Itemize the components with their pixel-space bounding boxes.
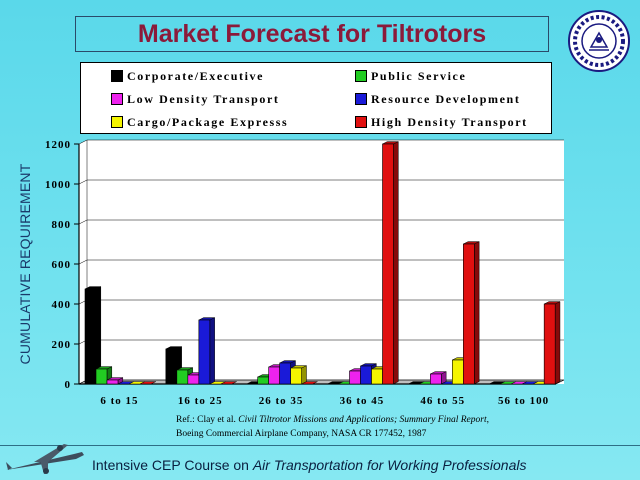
gridline-depth <box>78 219 88 225</box>
reference-suffix: , <box>486 415 489 425</box>
y-tick-label: 800 <box>52 219 72 231</box>
y-tick-label: 0 <box>65 379 72 391</box>
y-tick-label: 400 <box>52 299 72 311</box>
bar-chart: 0 200 400 600 800 1000 1200 6 to 15 16 to 25 26 t… <box>45 139 565 407</box>
bar <box>349 370 361 385</box>
legend-label: Resource Development <box>371 91 521 106</box>
y-tick-label: 1200 <box>45 139 71 151</box>
bar <box>220 381 237 385</box>
bar <box>430 373 442 385</box>
footer-text: Intensive CEP Course on Air Transportati… <box>92 457 526 473</box>
gridline-depth <box>78 179 88 185</box>
legend-item: Cargo/Package Expresss <box>111 115 288 129</box>
legend-item: Resource Development <box>355 92 520 106</box>
legend-label: Corporate/Executive <box>127 68 265 83</box>
y-tick-label: 1000 <box>45 179 71 191</box>
bar-side <box>393 141 399 385</box>
legend-item: High Density Transport <box>355 115 528 129</box>
gridline-depth <box>78 139 88 145</box>
x-tick-label: 36 to 45 <box>340 395 385 407</box>
legend-swatch <box>111 116 123 128</box>
plot-area <box>79 144 564 384</box>
bar <box>187 374 200 385</box>
bar-side <box>209 317 215 385</box>
legend-label: Cargo/Package Expresss <box>127 114 289 129</box>
legend-swatch <box>111 70 123 82</box>
title-box: Market Forecast for Tiltrotors <box>75 16 549 52</box>
x-tick-label: 6 to 15 <box>100 395 138 407</box>
footer-italic: Air Transportation for Working Professio… <box>252 457 527 473</box>
chart-title: Market Forecast for Tiltrotors <box>137 19 487 48</box>
bar <box>106 379 119 385</box>
legend: Corporate/Executive Public Service Low D… <box>80 62 552 134</box>
reference-title: Civil Tiltrotor Missions and Application… <box>238 415 487 425</box>
legend-label: Low Density Transport <box>127 91 280 106</box>
institute-logo-icon <box>568 10 630 72</box>
bar <box>382 143 394 385</box>
legend-swatch <box>355 70 367 82</box>
bar <box>268 366 280 385</box>
x-tick-label: 16 to 25 <box>178 395 223 407</box>
x-tick-label: 26 to 35 <box>259 395 304 407</box>
legend-swatch <box>111 93 123 105</box>
reference-note: Ref.: Clay et al. Civil Tiltrotor Missio… <box>176 413 489 441</box>
x-tick-label: 46 to 55 <box>420 395 465 407</box>
footer-divider <box>0 445 640 446</box>
legend-swatch <box>355 93 367 105</box>
bar <box>543 303 556 385</box>
bar <box>463 243 475 385</box>
bar <box>279 362 291 385</box>
y-tick-label: 600 <box>52 259 72 271</box>
bar <box>165 348 178 385</box>
legend-label: High Density Transport <box>371 114 528 129</box>
footer-prefix: Intensive CEP Course on <box>92 457 253 473</box>
bar <box>95 368 108 385</box>
legend-swatch <box>355 116 367 128</box>
bar <box>290 367 302 385</box>
bar <box>198 319 211 385</box>
gridline-depth <box>78 259 88 265</box>
legend-item: Corporate/Executive <box>111 69 264 83</box>
bar <box>257 376 269 385</box>
bar-side <box>474 241 480 385</box>
bar-side <box>301 365 307 385</box>
reference-line2: Boeing Commercial Airplane Company, NASA… <box>176 429 427 439</box>
reference-prefix: Ref.: Clay et al. <box>176 415 239 425</box>
bar <box>452 359 464 385</box>
legend-item: Public Service <box>355 69 466 83</box>
bar <box>371 368 383 385</box>
bar <box>301 381 318 385</box>
bar-side <box>554 301 561 385</box>
x-tick-label: 56 to 100 <box>498 395 549 407</box>
y-tick-label: 200 <box>52 339 72 351</box>
legend-item: Low Density Transport <box>111 92 280 106</box>
bar <box>176 369 189 385</box>
bar <box>84 288 97 385</box>
bar <box>139 381 156 385</box>
legend-label: Public Service <box>371 68 467 83</box>
bar <box>360 365 372 385</box>
airplane-icon <box>6 444 84 474</box>
